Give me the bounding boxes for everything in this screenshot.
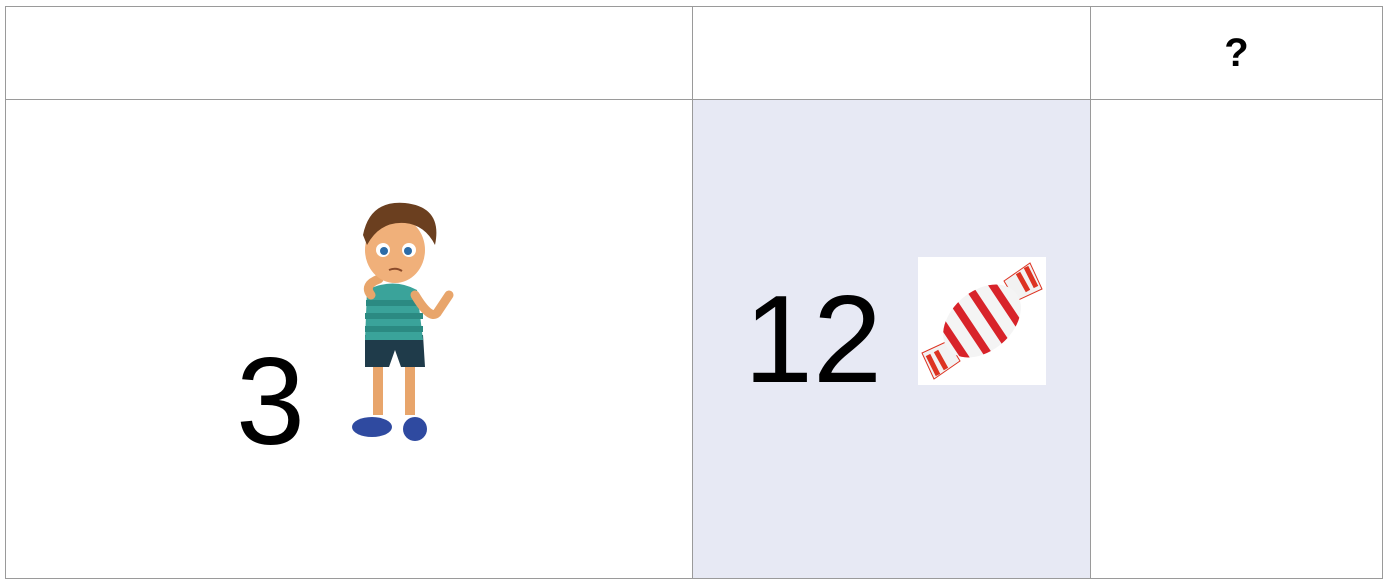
header-cell: [692, 6, 1091, 100]
question-mark: ?: [1090, 33, 1383, 73]
candy-image: [918, 257, 1046, 385]
body-cell: [1090, 99, 1383, 579]
count-number: 3: [236, 340, 305, 464]
page: ? 3 12: [0, 0, 1388, 567]
boy-image: [345, 195, 460, 447]
count-number: 12: [744, 278, 882, 402]
header-cell: [5, 6, 693, 100]
